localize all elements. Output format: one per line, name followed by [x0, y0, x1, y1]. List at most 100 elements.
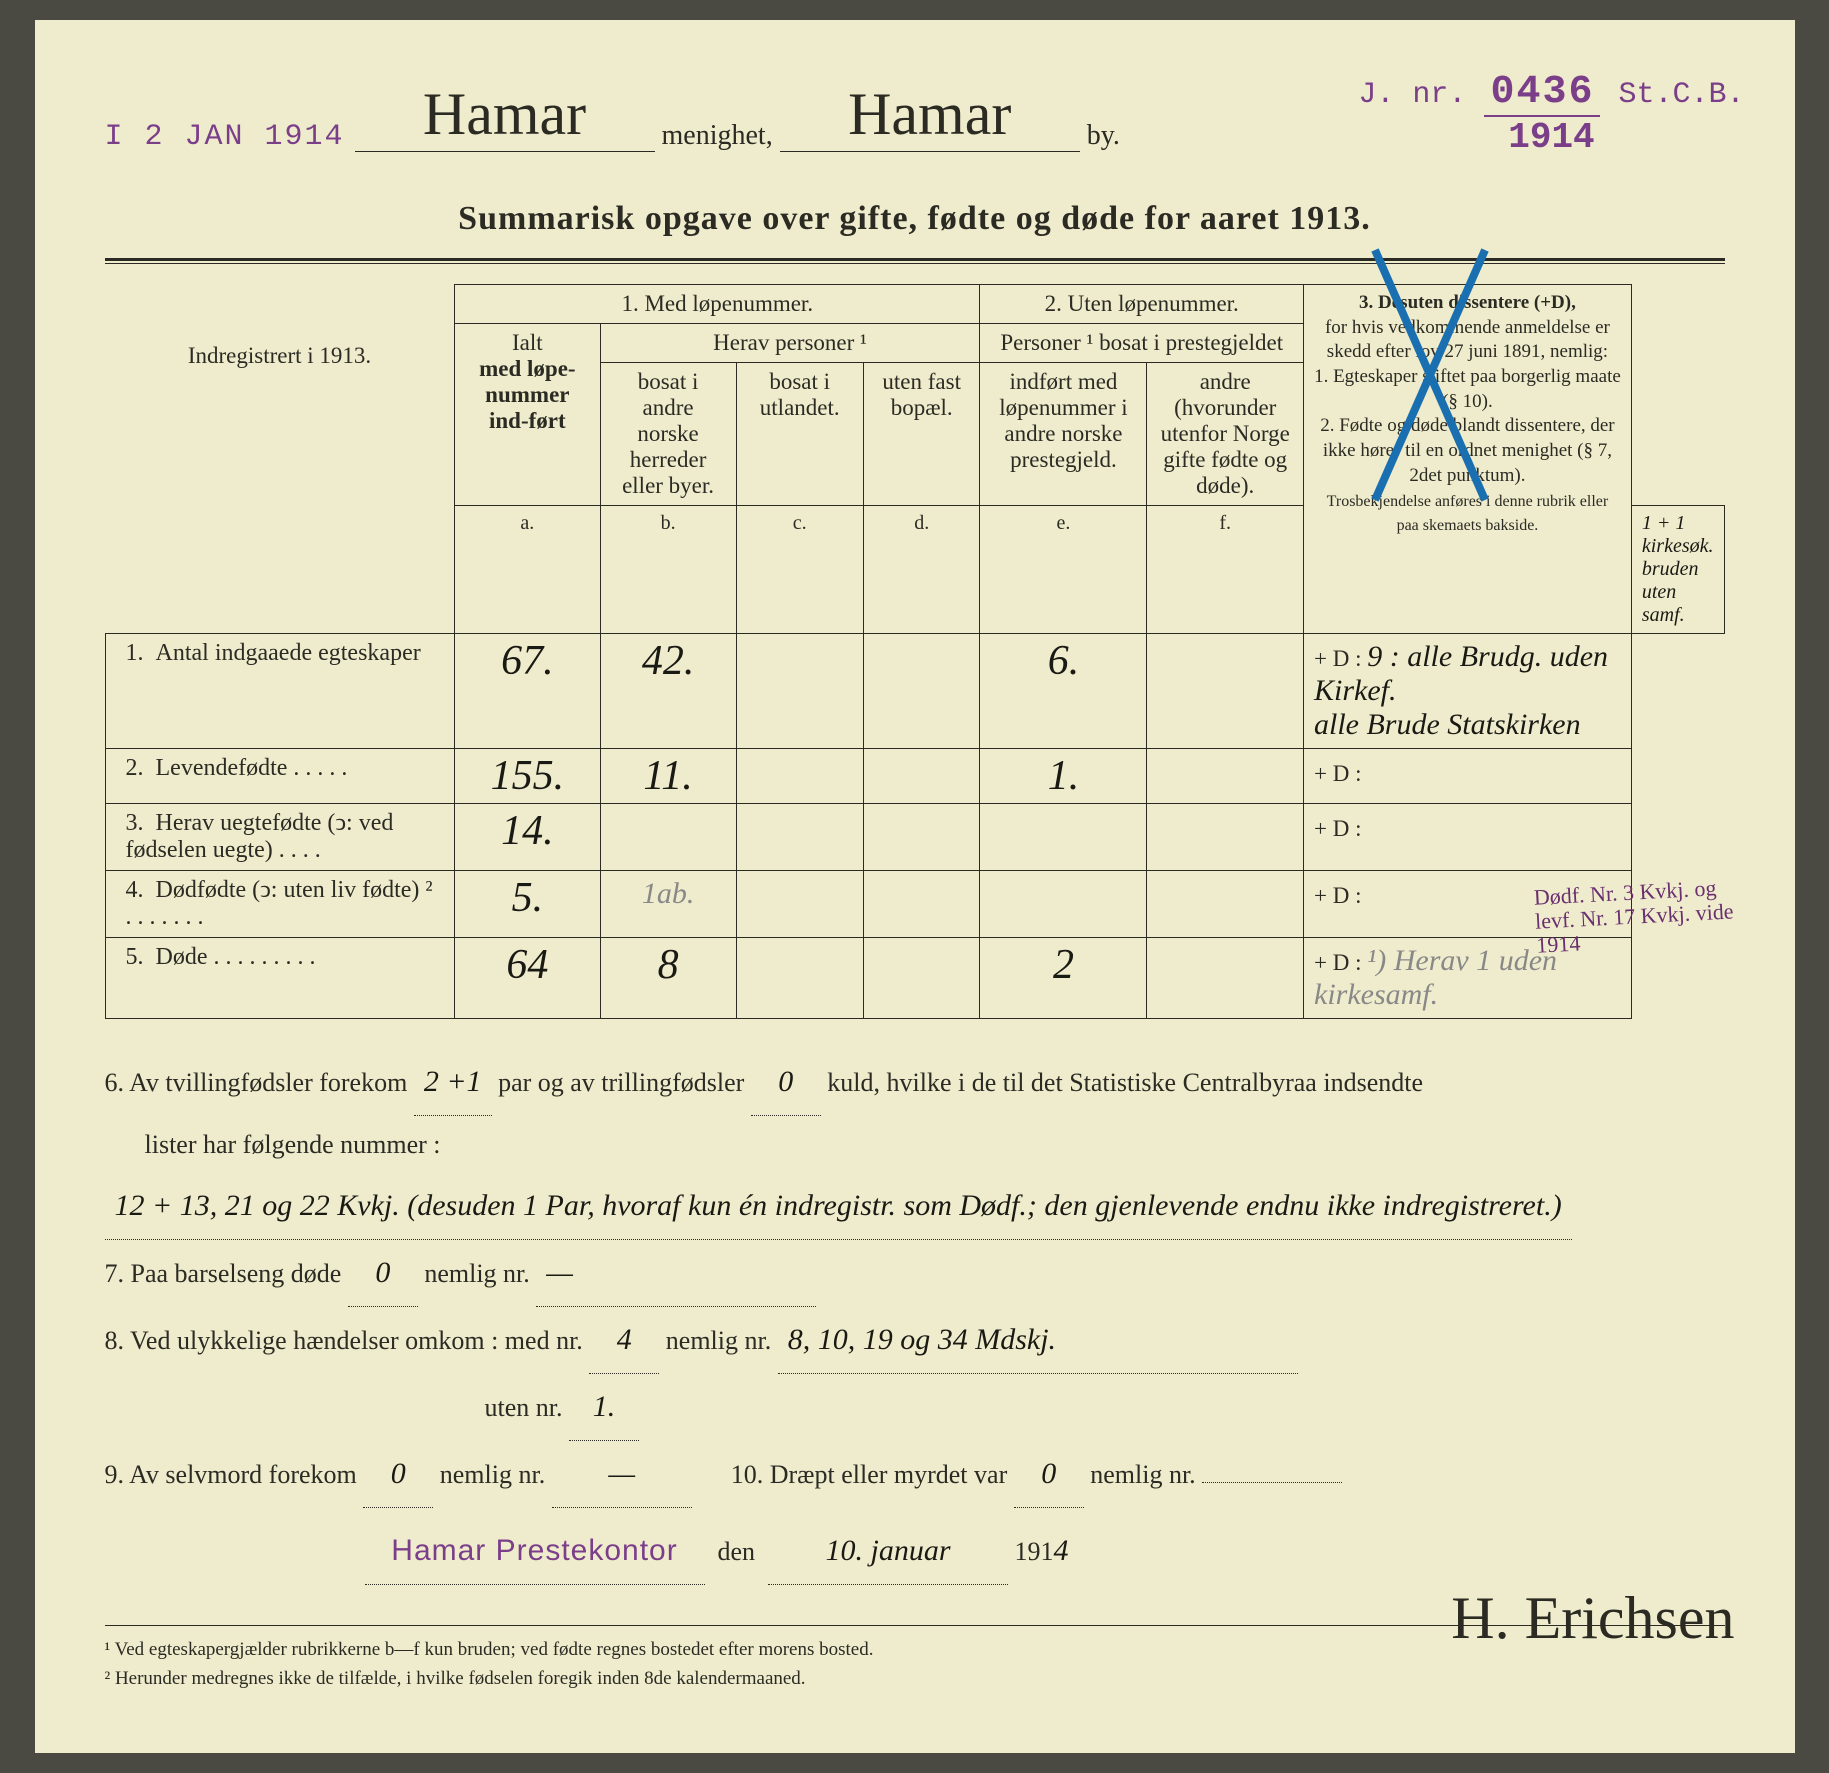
journal-number-stamp: J. nr. 0436 St.C.B. 1914: [1358, 70, 1744, 158]
letter-c: c.: [736, 506, 863, 634]
date-signature-line: Hamar Prestekontor den 10. januar 1914: [105, 1518, 1725, 1585]
q10-numbers: [1202, 1482, 1342, 1483]
col-d-head: uten fast bopæl.: [863, 363, 980, 506]
q6-triplets: 0: [751, 1049, 821, 1116]
q10-count: 0: [1014, 1441, 1084, 1508]
row-label: 2. Levendefødte . . . . .: [105, 749, 455, 804]
cell-b: [600, 804, 736, 871]
header-row: I 2 JAN 1914 Hamar menighet, Hamar by. J…: [105, 70, 1725, 190]
cell-d: [863, 871, 980, 938]
stub-header: Indregistrert i 1913.: [105, 285, 455, 634]
table-row: 5. Døde . . . . . . . . . 64 8 2 + D : ¹…: [105, 938, 1724, 1019]
cell-a: 14.: [455, 804, 601, 871]
received-date-stamp: I 2 JAN 1914: [105, 120, 345, 154]
cell-D: + D :: [1304, 804, 1632, 871]
cell-a: 67.: [455, 634, 601, 749]
q9-count: 0: [363, 1441, 433, 1508]
jnr-year: 1914: [1508, 117, 1594, 158]
table-row: 2. Levendefødte . . . . . 155. 11. 1. + …: [105, 749, 1724, 804]
cell-c: [736, 938, 863, 1019]
q9-numbers: —: [552, 1441, 692, 1508]
sign-year-digit: 4: [1054, 1534, 1069, 1567]
cell-b: 1ab.: [600, 871, 736, 938]
main-table: Indregistrert i 1913. 1. Med løpenummer.…: [105, 284, 1725, 1019]
letter-d: d.: [863, 506, 980, 634]
cell-D: + D : 9 : alle Brudg. uden Kirkef. alle …: [1304, 634, 1632, 749]
col-g2-sub: Personer ¹ bosat i prestegjeldet: [980, 324, 1304, 363]
cell-f: [1147, 804, 1304, 871]
sign-date: 10. januar: [768, 1518, 1008, 1585]
cell-c: [736, 804, 863, 871]
q8: 8. Ved ulykkelige hændelser omkom : med …: [105, 1307, 1725, 1441]
footnote-2: ² Herunder medregnes ikke de tilfælde, i…: [105, 1665, 1725, 1694]
q7: 7. Paa barselseng døde 0 nemlig nr. —: [105, 1240, 1725, 1307]
letter-a: a.: [455, 506, 601, 634]
row-label: 4. Dødfødte (ͻ: uten liv fødte) ² . . . …: [105, 871, 455, 938]
margin-note: Dødf. Nr. 3 Kvkj. og levf. Nr. 17 Kvkj. …: [1533, 874, 1756, 958]
q8-count: 4: [589, 1307, 659, 1374]
jnr-suffix: St.C.B.: [1618, 78, 1744, 112]
cell-d: [863, 634, 980, 749]
parish-name: Hamar: [423, 81, 586, 147]
table-row: 1. Antal indgaaede egteskaper 67. 42. 6.…: [105, 634, 1724, 749]
header-row-1: Indregistrert i 1913. 1. Med løpenummer.…: [105, 285, 1724, 324]
cell-f: [1147, 871, 1304, 938]
q6-numbers: 12 + 13, 21 og 22 Kvkj. (desuden 1 Par, …: [105, 1173, 1572, 1240]
cell-c: [736, 634, 863, 749]
q7-numbers: —: [536, 1240, 816, 1307]
col-group-1: 1. Med løpenummer.: [455, 285, 980, 324]
cell-a: 64: [455, 938, 601, 1019]
cell-e: [980, 871, 1147, 938]
col-e-head: indført med løpenummer i andre norske pr…: [980, 363, 1147, 506]
signature: H. Erichsen: [1451, 1584, 1734, 1653]
q8-uten-nr: 1.: [569, 1374, 639, 1441]
col-f-head: andre (hvorunder utenfor Norge gifte fød…: [1147, 363, 1304, 506]
cell-a: 5.: [455, 871, 601, 938]
cell-b: 42.: [600, 634, 736, 749]
cell-d: [863, 804, 980, 871]
cell-c: [736, 749, 863, 804]
menighet-label: menighet,: [662, 120, 773, 151]
col-group-2: 2. Uten løpenummer.: [980, 285, 1304, 324]
cell-c: [736, 871, 863, 938]
cell-b: 11.: [600, 749, 736, 804]
letter-e: e.: [980, 506, 1147, 634]
q6-twins: 2 +1: [414, 1049, 492, 1116]
by-label: by.: [1087, 120, 1120, 151]
cell-e: 1.: [980, 749, 1147, 804]
q9-q10-line: 9. Av selvmord forekom 0 nemlig nr. — 10…: [105, 1441, 1725, 1508]
cell-f: [1147, 749, 1304, 804]
lower-questions: 6. Av tvillingfødsler forekom 2 +1 par o…: [105, 1049, 1725, 1585]
jnr-prefix: J. nr.: [1358, 78, 1466, 112]
city-name: Hamar: [848, 81, 1011, 147]
cell-a: 155.: [455, 749, 601, 804]
rule-thick: [105, 258, 1725, 261]
cell-d: [863, 938, 980, 1019]
cell-e: 2: [980, 938, 1147, 1019]
document-page: I 2 JAN 1914 Hamar menighet, Hamar by. J…: [35, 20, 1795, 1753]
letter-b: b.: [600, 506, 736, 634]
rule-thin: [105, 263, 1725, 264]
q8-numbers: 8, 10, 19 og 34 Mdskj.: [778, 1307, 1298, 1374]
cell-e: [980, 804, 1147, 871]
cell-e: 6.: [980, 634, 1147, 749]
parish-line: Hamar menighet, Hamar by.: [355, 80, 1455, 152]
office-stamp: Hamar Prestekontor: [391, 1534, 677, 1567]
col-b-head: bosat i andre norske herreder eller byer…: [600, 363, 736, 506]
q6: 6. Av tvillingfødsler forekom 2 +1 par o…: [105, 1049, 1725, 1240]
col-c-head: bosat i utlandet.: [736, 363, 863, 506]
header-handwritten-note: 1 + 1 kirkesøk. bruden uten samf.: [1631, 506, 1724, 634]
jnr-number: 0436: [1484, 70, 1600, 117]
letter-f: f.: [1147, 506, 1304, 634]
subtitle: Summarisk opgave over gifte, fødte og dø…: [105, 200, 1725, 238]
col-herav-head: Herav personer ¹: [600, 324, 980, 363]
cell-f: [1147, 938, 1304, 1019]
cell-d: [863, 749, 980, 804]
row-label: 3. Herav uegtefødte (ͻ: ved fødselen ueg…: [105, 804, 455, 871]
row-label: 5. Døde . . . . . . . . .: [105, 938, 455, 1019]
cell-D: + D :: [1304, 749, 1632, 804]
cell-f: [1147, 634, 1304, 749]
cell-b: 8: [600, 938, 736, 1019]
table-row: 4. Dødfødte (ͻ: uten liv fødte) ² . . . …: [105, 871, 1724, 938]
table-row: 3. Herav uegtefødte (ͻ: ved fødselen ueg…: [105, 804, 1724, 871]
